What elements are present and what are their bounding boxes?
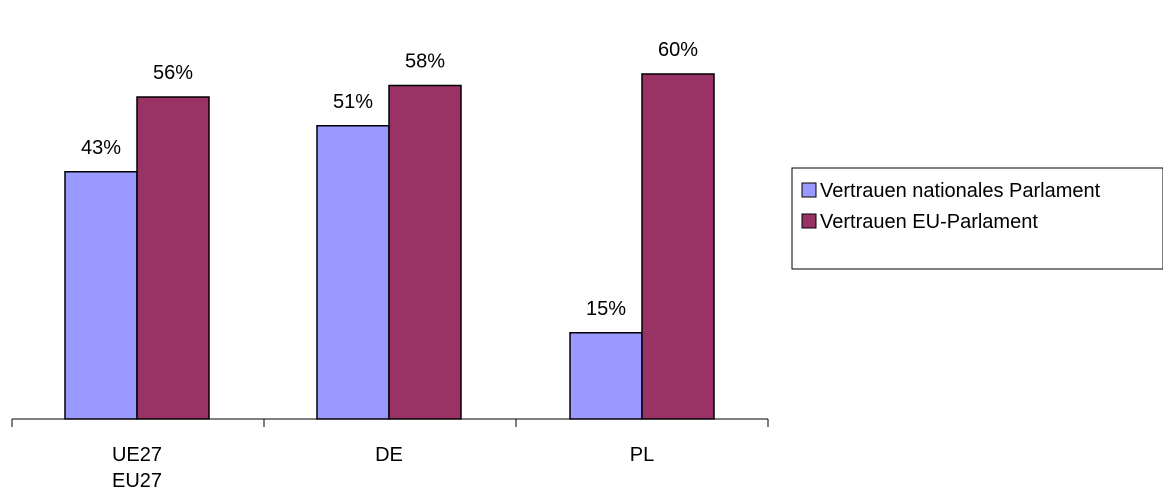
legend-swatch-vertrauen-eu-parlament — [801, 213, 817, 229]
x-tick-label-0-0: UE27 — [112, 444, 162, 466]
legend-swatch-vertrauen-nationales-parlament — [801, 182, 817, 198]
bar-vertrauen-eu-parlament-2 — [641, 73, 715, 420]
plot-area: 43% 51% 15% 56% 58% 60% — [64, 39, 715, 420]
x-axis: UE27 EU27 DE PL — [11, 418, 769, 492]
bar-vertrauen-nationales-parlament-2 — [569, 332, 643, 420]
bar-vertrauen-nationales-parlament-0 — [64, 171, 138, 420]
x-tick-label-1-0: DE — [375, 444, 403, 466]
data-label-vertrauen-nationales-parlament-0: 43% — [81, 137, 121, 159]
legend: Vertrauen nationales Parlament Vertrauen … — [791, 167, 1163, 270]
data-label-vertrauen-nationales-parlament-1: 51% — [333, 91, 373, 113]
legend-label-vertrauen-eu-parlament: Vertrauen EU-Parlament — [820, 211, 1038, 233]
bar-vertrauen-eu-parlament-0 — [136, 96, 210, 420]
data-label-vertrauen-eu-parlament-1: 58% — [405, 51, 445, 73]
data-label-vertrauen-eu-parlament-0: 56% — [153, 62, 193, 84]
legend-label-vertrauen-nationales-parlament: Vertrauen nationales Parlament — [820, 180, 1101, 202]
bar-vertrauen-nationales-parlament-1 — [316, 125, 390, 420]
data-label-vertrauen-nationales-parlament-2: 15% — [586, 298, 626, 320]
legend-box — [791, 167, 1163, 270]
x-tick-label-0-1: EU27 — [112, 470, 162, 492]
data-label-vertrauen-eu-parlament-2: 60% — [658, 39, 698, 61]
bar-vertrauen-eu-parlament-1 — [388, 84, 462, 420]
x-tick-label-2-0: PL — [630, 444, 654, 466]
